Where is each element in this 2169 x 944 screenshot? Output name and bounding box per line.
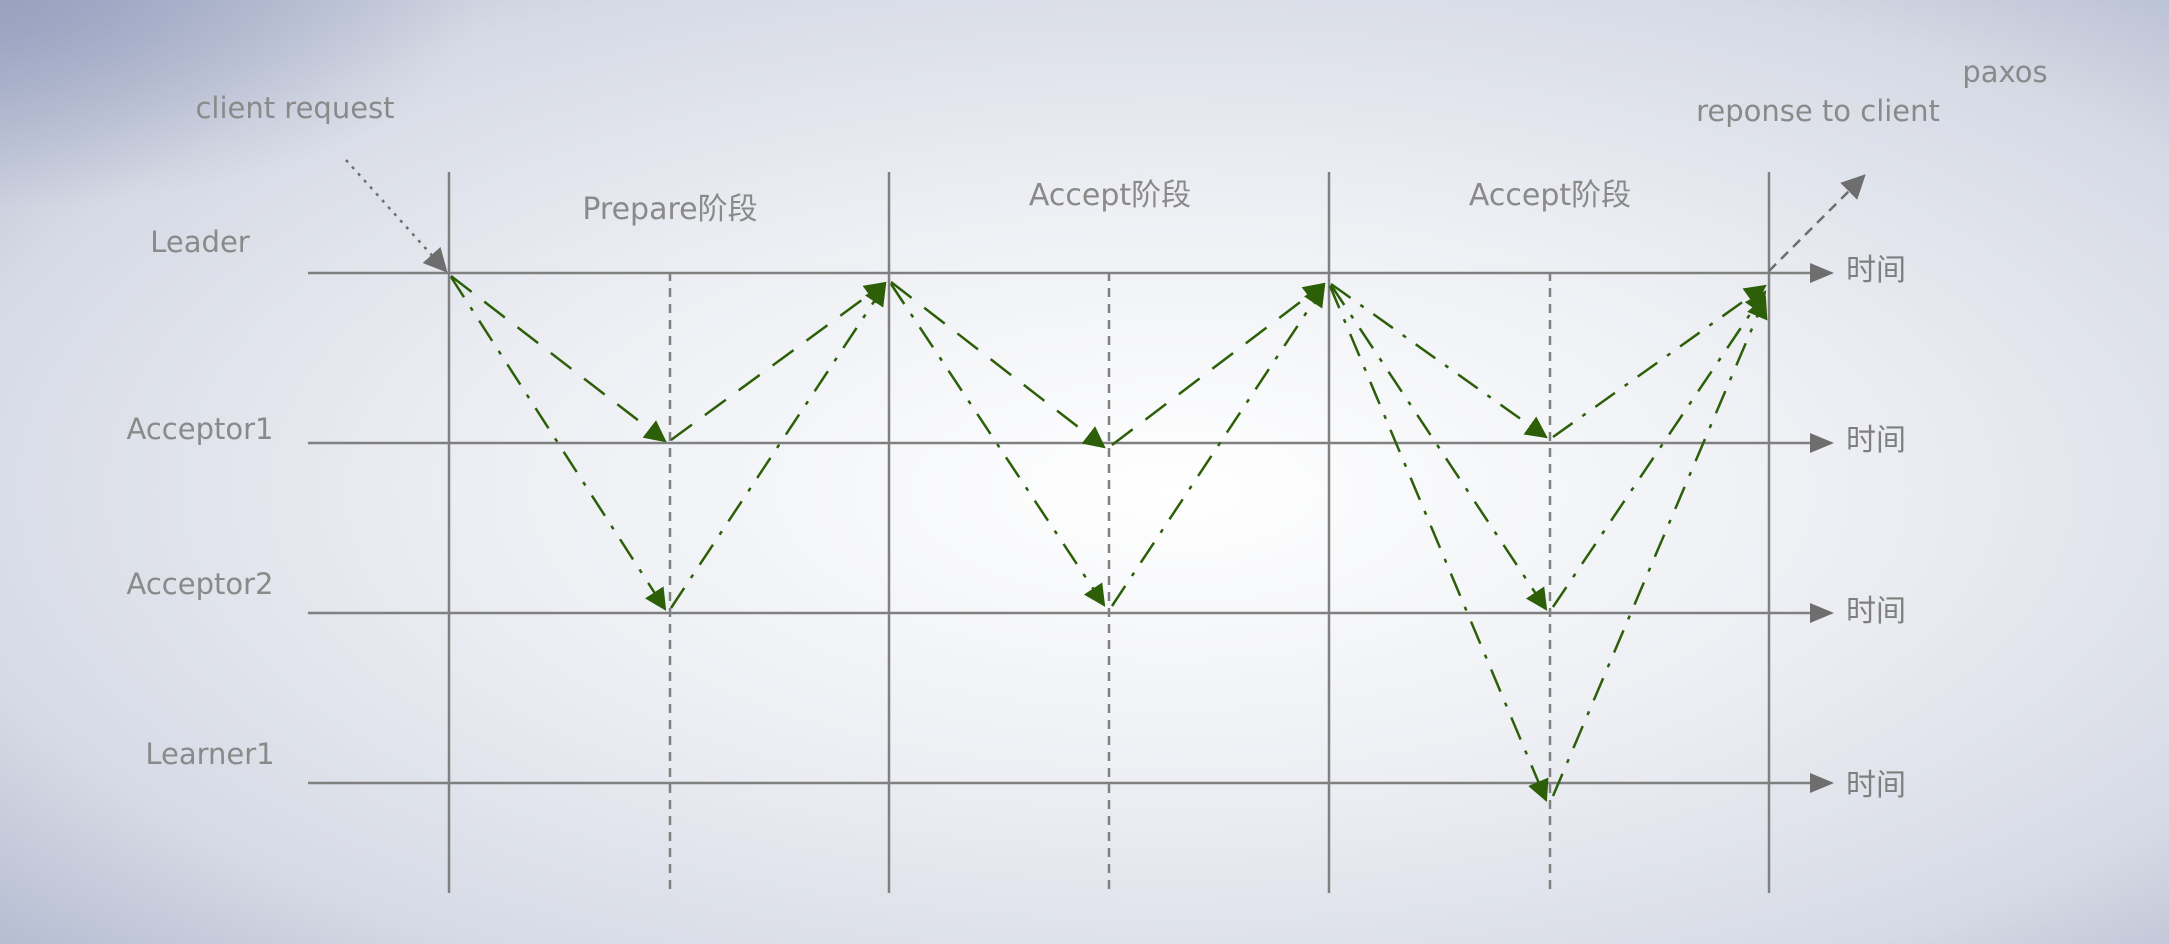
phase-boundaries [447, 172, 1771, 893]
msg-leader-to-acceptor1-accept [890, 281, 1106, 449]
lane-label-learner1: Learner1 [145, 737, 274, 771]
msg-leader-to-acceptor2-accept [889, 283, 1106, 607]
lane-label-acceptor2: Acceptor2 [127, 567, 274, 601]
phase-label-accept-1: Accept阶段 [1029, 178, 1191, 213]
axis-arrowhead-learner1 [1810, 773, 1834, 793]
time-label-acceptor1: 时间 [1846, 423, 1906, 458]
msg-acceptor1-to-leader-done [1552, 284, 1767, 439]
diagram-title: paxos [1962, 55, 2047, 89]
msg-leader-to-learner1 [1328, 285, 1549, 803]
msg-learner1-to-leader [1551, 295, 1768, 797]
msg-acceptor2-to-leader-done [1551, 290, 1767, 608]
axis-arrowhead-leader [1810, 263, 1834, 283]
axis-arrowhead-acceptor2 [1810, 603, 1834, 623]
response-label: reponse to client [1696, 94, 1940, 128]
phase-midlines [668, 272, 1552, 896]
client-request-arrow [345, 159, 448, 273]
msg-leader-to-acceptor2-prepare [449, 276, 667, 611]
phase-label-prepare: Prepare阶段 [582, 192, 757, 227]
msg-leader-to-acceptor2-commit [1329, 284, 1548, 611]
lane-label-leader: Leader [150, 225, 250, 259]
response-arrow [1768, 174, 1866, 272]
axis-arrowhead-acceptor1 [1810, 433, 1834, 453]
time-label-acceptor2: 时间 [1846, 594, 1906, 629]
time-label-learner1: 时间 [1846, 768, 1906, 803]
msg-acceptor1-to-leader-accepted [1111, 282, 1326, 446]
lane-axis-arrowheads [1810, 263, 1834, 793]
msg-leader-to-acceptor1-commit [1330, 282, 1548, 439]
message-arrows [449, 275, 1768, 803]
time-label-leader: 时间 [1846, 253, 1906, 288]
lane-label-acceptor1: Acceptor1 [127, 412, 274, 446]
msg-leader-to-acceptor1-prepare [450, 275, 667, 443]
msg-acceptor1-to-leader-promise [670, 281, 887, 442]
msg-acceptor2-to-leader-accepted [1110, 284, 1326, 607]
phase-label-accept-2: Accept阶段 [1469, 178, 1631, 213]
client-request-label: client request [195, 91, 394, 125]
msg-acceptor2-to-leader-promise [669, 283, 887, 609]
lane-axes [308, 271, 1812, 785]
